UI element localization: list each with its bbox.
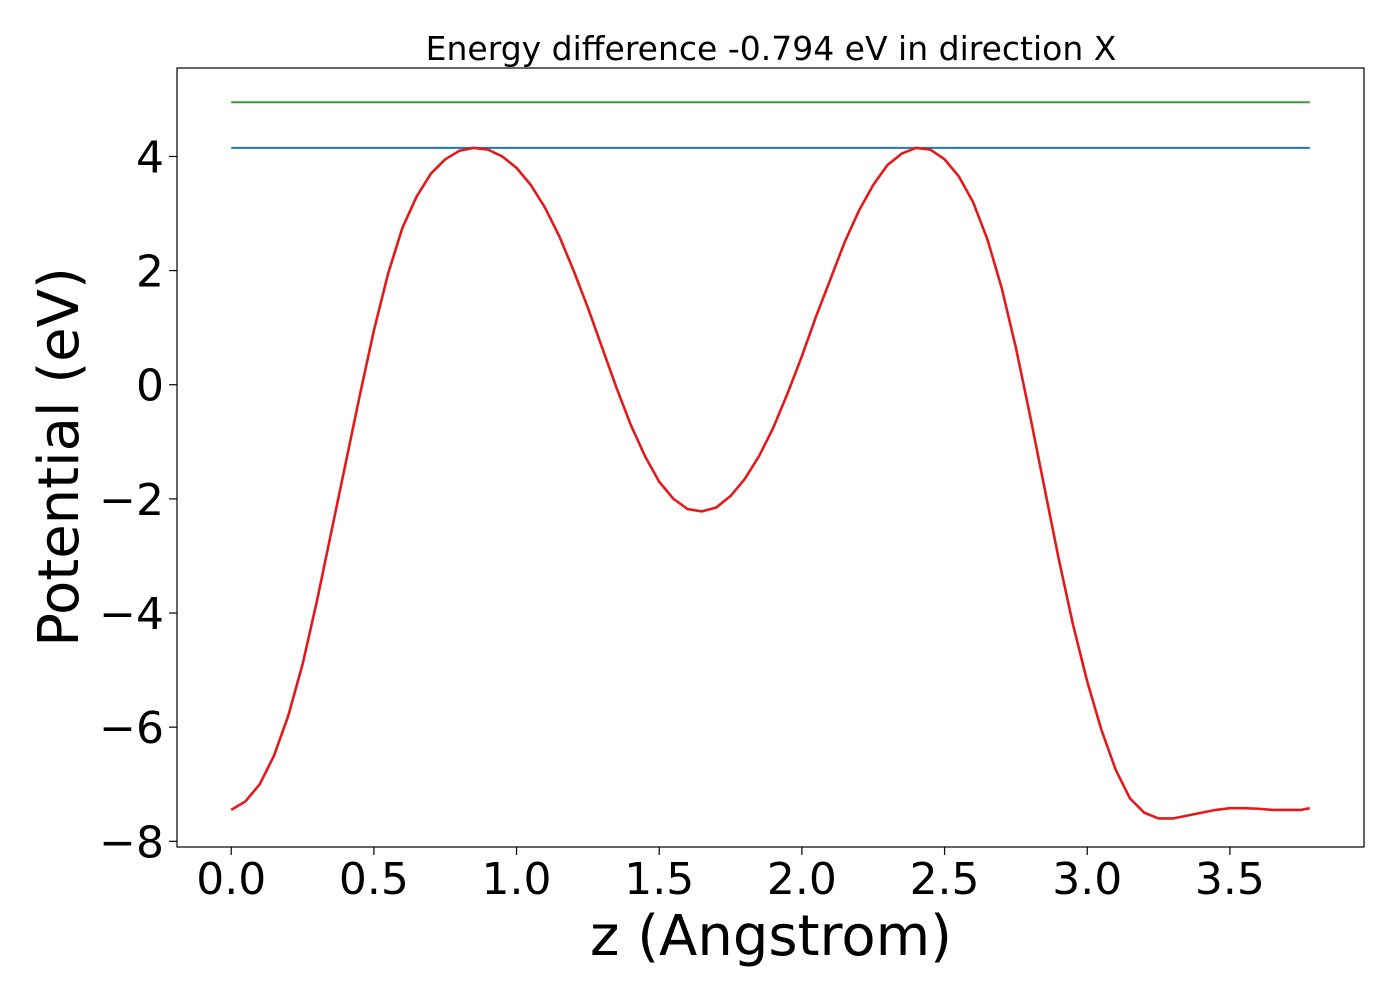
series-line-0 (230, 146, 1311, 820)
x-tick-label: 2.0 (767, 854, 837, 905)
x-tick-label: 2.5 (910, 854, 980, 905)
y-tick-label: 4 (136, 132, 164, 183)
x-tick-label: 3.0 (1052, 854, 1122, 905)
y-tick-label: −4 (99, 589, 164, 640)
x-tick-label: 0.0 (196, 854, 266, 905)
x-tick-label: 3.5 (1195, 854, 1265, 905)
x-tick-label: 0.5 (339, 854, 409, 905)
y-tick-label: 2 (136, 247, 164, 298)
y-tick-label: −2 (99, 475, 164, 526)
y-axis-label: Potential (eV) (27, 267, 92, 647)
y-tick-label: −6 (99, 703, 164, 754)
plot-frame (176, 67, 1365, 848)
x-tick-label: 1.0 (482, 854, 552, 905)
y-tick-label: 0 (136, 361, 164, 412)
plot-area (230, 101, 1311, 820)
y-axis-ticks: −8 −6 −4 −2 0 2 4 (99, 132, 177, 868)
x-axis-label: z (Angstrom) (590, 904, 952, 969)
y-tick-label: −8 (99, 817, 164, 868)
chart-title: Energy difference -0.794 eV in direction… (426, 29, 1117, 68)
x-tick-label: 1.5 (624, 854, 694, 905)
x-axis-ticks: 0.0 0.5 1.0 1.5 2.0 2.5 3.0 3.5 (196, 847, 1265, 905)
